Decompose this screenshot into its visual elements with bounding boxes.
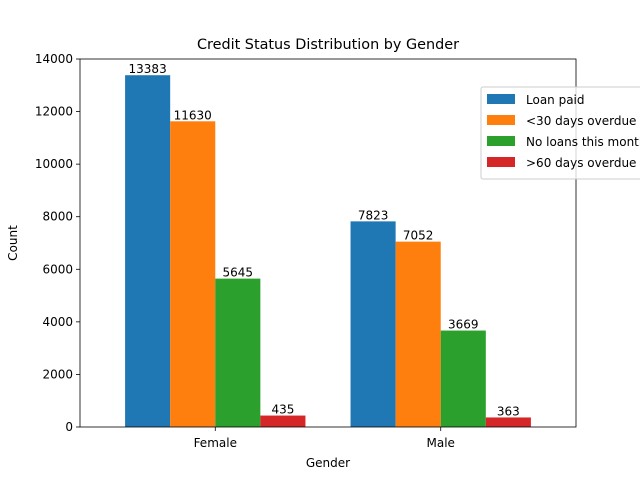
bar-male-3 [485, 417, 531, 427]
legend-box [480, 86, 640, 180]
bar-male-1 [395, 241, 441, 427]
legend-swatch [487, 94, 515, 104]
y-tick-label: 4000 [42, 315, 73, 329]
plot-frame [79, 58, 577, 428]
legend-label: Loan paid [526, 93, 585, 107]
chart-title: Credit Status Distribution by Gender [197, 37, 459, 53]
data-label: 435 [271, 403, 294, 417]
legend-swatch [487, 136, 515, 146]
bar-female-3 [260, 415, 306, 427]
bar-female-1 [170, 121, 216, 427]
legend-swatch [487, 115, 515, 125]
ticks-layer: Female Male 0 2000 4000 6000 8000 10000 12000 140… [35, 52, 455, 450]
bars-layer [125, 75, 531, 427]
y-tick-label: 10000 [35, 157, 73, 171]
legend-label: <30 days overdue [526, 114, 636, 128]
bar-male-2 [440, 330, 486, 427]
bar-male-0 [350, 221, 396, 427]
data-label: 5645 [223, 266, 254, 280]
bar-female-0 [125, 75, 171, 427]
data-label: 363 [497, 404, 520, 418]
x-tick-label: Male [427, 436, 455, 450]
data-label: 7052 [403, 229, 434, 243]
data-label: 11630 [174, 108, 212, 122]
y-tick-label: 6000 [42, 262, 73, 276]
legend: Loan paid <30 days overdue No loans this m… [480, 86, 640, 180]
data-label: 7823 [358, 208, 389, 222]
data-labels-layer: 13383 7823 11630 7052 5645 3669 435 363 [129, 62, 520, 418]
y-tick-label: 14000 [35, 52, 73, 66]
bar-female-2 [215, 278, 261, 427]
y-tick-label: 8000 [42, 210, 73, 224]
y-axis-label: Count [6, 225, 20, 261]
legend-label: No loans this month [526, 135, 640, 149]
y-tick-label: 0 [65, 420, 73, 434]
legend-label: >60 days overdue [526, 156, 636, 170]
data-label: 3669 [448, 318, 479, 332]
y-tick-label: 2000 [42, 367, 73, 381]
x-tick-label: Female [194, 436, 237, 450]
y-tick-label: 12000 [35, 105, 73, 119]
x-axis-label: Gender [306, 456, 350, 470]
data-label: 13383 [129, 62, 167, 76]
legend-swatch [487, 157, 515, 167]
